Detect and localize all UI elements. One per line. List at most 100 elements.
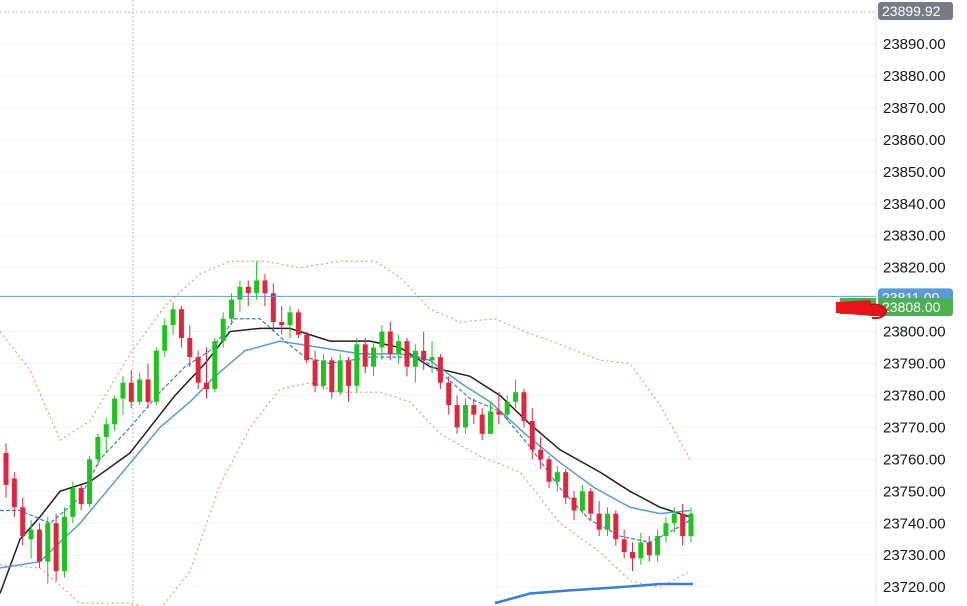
candle xyxy=(187,325,193,367)
candle xyxy=(396,334,402,364)
candle xyxy=(563,468,569,505)
candle-body xyxy=(421,350,427,361)
candle-body xyxy=(128,382,134,402)
candle xyxy=(153,347,159,406)
candle-body xyxy=(362,344,368,367)
candle xyxy=(538,436,544,469)
price-tick-label: 23850.00 xyxy=(883,164,946,181)
candle-body xyxy=(396,341,402,354)
candle-body xyxy=(212,341,218,390)
candle xyxy=(312,350,318,393)
candle-body xyxy=(53,523,59,572)
candle xyxy=(178,305,184,348)
candle xyxy=(613,510,619,546)
candle-body xyxy=(170,309,176,326)
candle-body xyxy=(429,357,435,361)
candle-body xyxy=(279,321,285,326)
candle-body xyxy=(162,325,168,351)
candle-body xyxy=(95,436,101,460)
candle xyxy=(262,274,268,306)
candle-body xyxy=(496,411,502,415)
candle xyxy=(53,513,59,581)
candle-body xyxy=(287,312,293,326)
candle xyxy=(346,357,351,402)
price-tick-label: 23870.00 xyxy=(883,100,946,117)
candle xyxy=(95,433,101,466)
candle-body xyxy=(295,312,301,335)
candle xyxy=(529,408,535,460)
candle-body xyxy=(346,360,351,386)
candle xyxy=(655,529,661,562)
candle xyxy=(162,318,168,358)
price-tick-label: 23840.00 xyxy=(883,196,946,213)
candle-body xyxy=(579,491,585,511)
candle xyxy=(421,331,427,370)
candle xyxy=(513,379,519,409)
candle-body xyxy=(488,411,494,434)
candle xyxy=(45,516,51,584)
candle-body xyxy=(471,405,477,415)
candle xyxy=(479,408,485,441)
candle xyxy=(103,417,109,453)
price-tick-label: 23890.00 xyxy=(883,36,946,53)
candle-body xyxy=(638,542,644,559)
candle xyxy=(621,529,627,559)
candle-body xyxy=(663,523,669,537)
price-tick-label: 23750.00 xyxy=(883,483,946,500)
price-tick-label: 23740.00 xyxy=(883,515,946,532)
candle-body xyxy=(479,414,485,434)
candle-body xyxy=(137,379,143,402)
candle xyxy=(604,507,610,537)
candle-body xyxy=(270,293,276,322)
candle-body xyxy=(145,379,151,402)
candle-body xyxy=(630,552,636,559)
candle xyxy=(70,481,76,524)
candle xyxy=(61,507,67,578)
candle-body xyxy=(604,513,610,530)
candle xyxy=(270,283,276,332)
candle-body xyxy=(112,398,118,425)
candle xyxy=(11,472,17,517)
candle xyxy=(87,456,93,508)
candle-body xyxy=(412,350,418,367)
candle-body xyxy=(36,529,42,562)
candle-body xyxy=(103,424,109,437)
pointer-hand-icon xyxy=(836,300,888,320)
price-tick-label: 23780.00 xyxy=(883,387,946,404)
price-tick-label: 23770.00 xyxy=(883,419,946,436)
price-tick-label: 23730.00 xyxy=(883,547,946,564)
candle-body xyxy=(195,357,201,383)
candle-body xyxy=(11,478,17,508)
price-tick-label: 23830.00 xyxy=(883,228,946,245)
candle-body xyxy=(45,523,51,562)
candle xyxy=(254,261,260,300)
price-tag-background xyxy=(878,297,953,316)
bollinger-bands xyxy=(0,260,691,606)
candle-body xyxy=(354,344,360,386)
band-line-1 xyxy=(0,260,691,460)
candle xyxy=(546,456,552,489)
candle-body xyxy=(78,488,84,505)
candle-body xyxy=(3,452,9,485)
candle xyxy=(112,395,118,431)
candle-body xyxy=(187,337,193,358)
candle-body xyxy=(371,347,377,367)
candle-body xyxy=(229,299,235,319)
candle-body xyxy=(621,539,627,553)
candle xyxy=(663,516,669,543)
candle-body xyxy=(220,318,226,342)
candle-body xyxy=(563,472,569,498)
candle xyxy=(387,321,393,361)
candle xyxy=(329,357,335,399)
candle-body xyxy=(671,513,677,524)
candle xyxy=(195,350,201,390)
candle-body xyxy=(538,449,544,460)
candle-body xyxy=(462,405,468,428)
grid-lines xyxy=(0,43,876,588)
candle-body xyxy=(262,280,268,294)
candle-body xyxy=(646,542,652,556)
candle xyxy=(454,395,460,434)
moving-averages xyxy=(0,318,693,605)
candle-body xyxy=(379,331,385,348)
